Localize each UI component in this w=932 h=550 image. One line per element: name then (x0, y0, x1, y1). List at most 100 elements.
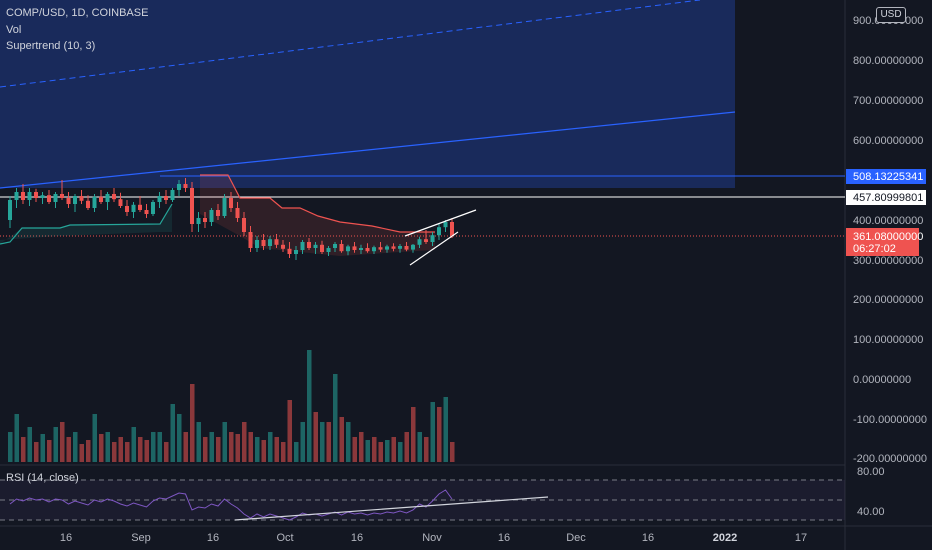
candle (294, 246, 298, 260)
candle (164, 190, 168, 204)
candle (118, 192, 123, 208)
candle (66, 192, 71, 208)
candle (216, 204, 220, 220)
supertrend-up-line (0, 203, 173, 245)
candle (8, 196, 12, 228)
candle (53, 192, 58, 208)
volume-bar (443, 397, 448, 462)
volume-bar (281, 442, 286, 462)
volume-bar (450, 442, 455, 462)
volume-bar (203, 437, 208, 462)
candle-body (14, 192, 19, 200)
candle (73, 194, 77, 212)
volume-bar (66, 437, 71, 462)
volume-bar (112, 442, 117, 462)
wedge-upper-line[interactable] (404, 209, 477, 237)
volume-bar (151, 432, 156, 462)
candle-body (339, 244, 344, 252)
volume-bar (170, 404, 175, 462)
rsi-axis[interactable]: 80.00 40.00 (857, 466, 885, 518)
candle (300, 240, 305, 254)
rsi-legend[interactable]: RSI (14, close) (6, 472, 79, 484)
candle-body (313, 244, 318, 248)
candle (404, 242, 409, 252)
candle-body (365, 248, 370, 252)
candle-body (138, 204, 142, 210)
candle (281, 240, 285, 252)
volume-bar (411, 407, 416, 462)
candle (183, 178, 188, 192)
volume-bar (242, 422, 247, 462)
candle-body (183, 184, 188, 188)
candle (99, 190, 103, 204)
volume-bars (8, 350, 455, 462)
time-tick-label: 17 (795, 532, 807, 544)
candle-body (352, 246, 357, 250)
volume-bar (138, 437, 143, 462)
candle (138, 196, 142, 212)
candle-body (430, 235, 435, 242)
volume-bar (424, 437, 429, 462)
volume-bar (79, 444, 84, 462)
time-axis[interactable]: 16 Sep 16 Oct 16 Nov 16 Dec 16 2022 17 (60, 532, 807, 544)
supertrend-up-fill (0, 204, 172, 244)
wedge-lower-line[interactable] (409, 231, 459, 266)
candle-body (372, 247, 376, 252)
volume-bar (183, 432, 188, 462)
volume-bar (125, 442, 130, 462)
candle (40, 192, 45, 204)
candle (372, 245, 376, 254)
symbol-legend[interactable]: COMP/USD, 1D, COINBASE (6, 7, 149, 19)
volume-bar (73, 432, 78, 462)
support-price-label: 457.80999801 (853, 192, 923, 204)
candle (365, 243, 370, 253)
candle-body (60, 194, 64, 198)
time-tick-label: 16 (498, 532, 510, 544)
candle-body (320, 244, 324, 252)
volume-legend[interactable]: Vol (6, 24, 22, 36)
candle-body (92, 196, 97, 208)
volume-bar (131, 427, 136, 462)
resistance-price-label: 508.13225341 (853, 171, 923, 183)
candle-body (79, 196, 84, 201)
candle (326, 246, 331, 256)
candle-body (404, 246, 409, 250)
candle (60, 180, 64, 200)
candle (255, 236, 259, 252)
price-tick-label: 800.00000000 (853, 55, 923, 67)
candle-body (300, 242, 305, 250)
volume-bar (430, 402, 435, 462)
candle-body (261, 240, 266, 246)
time-tick-label: Oct (276, 532, 293, 544)
volume-bar (235, 434, 240, 462)
candle-body (255, 240, 259, 248)
candle-body (209, 210, 214, 222)
supertrend-legend[interactable]: Supertrend (10, 3) (6, 40, 96, 52)
volume-bar (190, 384, 195, 462)
volume-bar (365, 440, 370, 462)
currency-badge[interactable]: USD (876, 7, 906, 23)
volume-bar (118, 437, 123, 462)
candle-body (190, 188, 194, 224)
candle-body (170, 190, 175, 200)
candle (398, 244, 402, 253)
candle (229, 192, 233, 212)
projection-upper-dashed-line[interactable] (0, 0, 701, 88)
candle-body (196, 218, 201, 224)
candle-body (34, 192, 38, 198)
candle (274, 234, 279, 248)
rsi-trend-line[interactable] (234, 496, 549, 521)
projection-lower-line[interactable] (0, 111, 736, 189)
candle (437, 224, 441, 240)
candle (151, 200, 155, 216)
volume-bar (339, 417, 344, 462)
last-price-label: 361.08000000 (853, 231, 923, 243)
volume-bar (255, 437, 260, 462)
candle-body (125, 206, 129, 212)
projection-zone[interactable] (0, 0, 735, 188)
candle (378, 242, 383, 252)
volume-bar (378, 442, 383, 462)
volume-bar (268, 432, 273, 462)
volume-bar (209, 432, 214, 462)
